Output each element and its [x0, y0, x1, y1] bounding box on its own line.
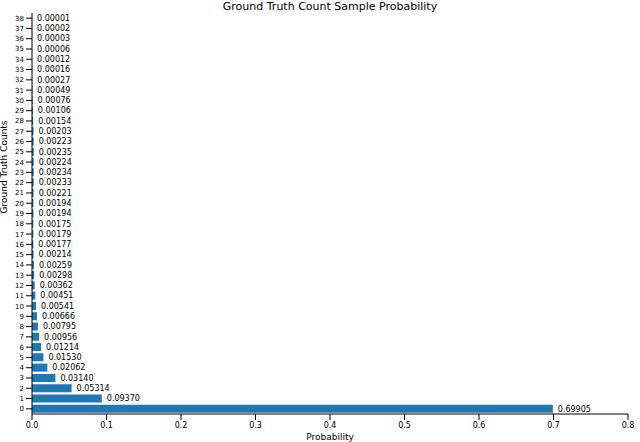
- svg-text:15: 15: [15, 251, 24, 259]
- svg-text:0.8: 0.8: [622, 421, 632, 430]
- svg-text:24: 24: [15, 159, 24, 167]
- svg-text:6: 6: [20, 344, 25, 352]
- svg-text:33: 33: [15, 66, 24, 74]
- svg-text:0.00221: 0.00221: [39, 189, 72, 198]
- svg-text:0.1: 0.1: [100, 421, 113, 430]
- svg-text:29: 29: [15, 107, 24, 115]
- svg-text:0.00076: 0.00076: [38, 96, 71, 105]
- svg-text:0.00298: 0.00298: [39, 271, 72, 280]
- html-text:Ground Truth Count Sample Prob: Ground Truth Count Sample Probability: [222, 0, 438, 13]
- svg-text:34: 34: [15, 56, 24, 64]
- svg-text:0.00002: 0.00002: [37, 24, 70, 33]
- svg-text:0.00214: 0.00214: [39, 250, 72, 259]
- svg-text:0.02062: 0.02062: [52, 363, 85, 372]
- svg-text:0.00451: 0.00451: [40, 291, 73, 300]
- svg-text:0.7: 0.7: [547, 421, 560, 430]
- svg-text:0.00666: 0.00666: [42, 312, 75, 321]
- svg-text:0.01214: 0.01214: [46, 343, 79, 352]
- svg-text:4: 4: [20, 364, 25, 372]
- svg-text:0.03140: 0.03140: [60, 374, 93, 383]
- svg-text:0.00179: 0.00179: [38, 230, 71, 239]
- svg-text:0.00177: 0.00177: [38, 240, 71, 249]
- svg-text:0.01530: 0.01530: [48, 353, 81, 362]
- svg-text:22: 22: [15, 179, 24, 187]
- svg-text:0.00224: 0.00224: [39, 158, 72, 167]
- svg-text:0.69905: 0.69905: [558, 405, 591, 414]
- svg-text:9: 9: [20, 313, 24, 321]
- svg-text:3: 3: [20, 374, 24, 382]
- svg-text:25: 25: [15, 148, 24, 156]
- svg-text:2: 2: [20, 385, 24, 393]
- svg-text:31: 31: [15, 87, 24, 95]
- svg-text:0.3: 0.3: [249, 421, 262, 430]
- svg-text:16: 16: [15, 241, 24, 249]
- svg-text:0.00234: 0.00234: [39, 168, 72, 177]
- svg-text:0.00016: 0.00016: [37, 65, 70, 74]
- svg-text:35: 35: [15, 45, 24, 53]
- svg-text:0: 0: [20, 405, 24, 413]
- svg-text:36: 36: [15, 35, 24, 43]
- svg-text:Ground Truth Counts: Ground Truth Counts: [8, 120, 9, 213]
- svg-text:27: 27: [15, 128, 24, 136]
- svg-text:8: 8: [20, 323, 24, 331]
- svg-text:0.00795: 0.00795: [43, 322, 76, 331]
- svg-text:0.00003: 0.00003: [37, 34, 70, 43]
- svg-text:0.09370: 0.09370: [107, 394, 140, 403]
- svg-text:0.00194: 0.00194: [38, 199, 71, 208]
- svg-text:0.00233: 0.00233: [39, 178, 72, 187]
- svg-text:0.00049: 0.00049: [37, 86, 70, 95]
- svg-text:0.5: 0.5: [398, 421, 411, 430]
- svg-text:0.00223: 0.00223: [39, 137, 72, 146]
- svg-text:0.00012: 0.00012: [37, 55, 70, 64]
- svg-text:0.00259: 0.00259: [39, 261, 72, 270]
- svg-text:0.00235: 0.00235: [39, 148, 72, 157]
- svg-text:1: 1: [20, 395, 24, 403]
- svg-text:26: 26: [15, 138, 24, 146]
- svg-text:0.00154: 0.00154: [38, 117, 71, 126]
- svg-text:0.00194: 0.00194: [38, 209, 71, 218]
- svg-text:0.0: 0.0: [26, 421, 39, 430]
- svg-text:0.4: 0.4: [324, 421, 337, 430]
- svg-text:0.00027: 0.00027: [37, 76, 70, 85]
- svg-text:12: 12: [15, 282, 24, 290]
- svg-text:19: 19: [15, 210, 24, 218]
- svg-text:13: 13: [15, 272, 24, 280]
- svg-text:37: 37: [15, 25, 24, 33]
- svg-text:0.00541: 0.00541: [41, 302, 74, 311]
- svg-text:30: 30: [15, 97, 24, 105]
- svg-text:18: 18: [15, 220, 24, 228]
- svg-text:14: 14: [15, 261, 24, 269]
- svg-text:23: 23: [15, 169, 24, 177]
- svg-text:0.00203: 0.00203: [39, 127, 72, 136]
- svg-text:21: 21: [15, 189, 24, 197]
- svg-text:0.05314: 0.05314: [77, 384, 110, 393]
- svg-text:0.00956: 0.00956: [44, 333, 77, 342]
- svg-text:5: 5: [20, 354, 24, 362]
- svg-text:7: 7: [20, 333, 24, 341]
- svg-text:0.00362: 0.00362: [40, 281, 73, 290]
- svg-text:Probability: Probability: [306, 432, 354, 442]
- svg-text:0.6: 0.6: [473, 421, 486, 430]
- svg-text:38: 38: [15, 15, 24, 23]
- svg-text:0.00175: 0.00175: [38, 220, 71, 229]
- svg-text:20: 20: [15, 200, 24, 208]
- svg-text:10: 10: [15, 303, 24, 311]
- svg-text:0.00001: 0.00001: [37, 14, 70, 23]
- svg-text:0.2: 0.2: [175, 421, 188, 430]
- svg-text:17: 17: [15, 231, 24, 239]
- svg-text:32: 32: [15, 76, 24, 84]
- svg-text:0.00006: 0.00006: [37, 45, 70, 54]
- svg-text:28: 28: [15, 117, 24, 125]
- svg-text:11: 11: [15, 292, 24, 300]
- svg-text:0.00106: 0.00106: [38, 106, 71, 115]
